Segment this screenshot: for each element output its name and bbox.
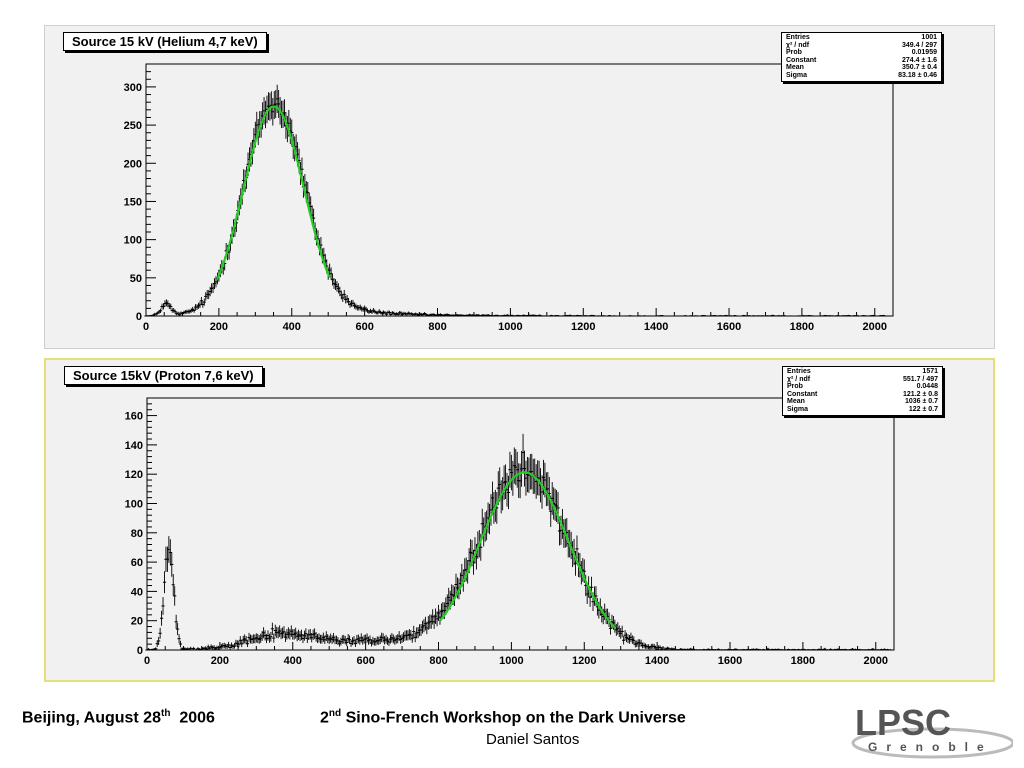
x-tick-label: 2000 [863,321,887,333]
x-tick-label: 1800 [791,655,815,667]
stats-row: Entries 1001 [786,34,937,41]
x-tick-label: 1000 [499,655,523,667]
x-tick-label: 600 [355,321,373,333]
footer-workshop: 2nd Sino-French Workshop on the Dark Uni… [320,708,686,727]
lpsc-logo: LPSC [851,702,1013,759]
x-tick-label: 400 [283,321,301,333]
proton-stats-box: Entries 1571 χ² / ndf 551.7 / 497 Prob 0.04… [782,366,943,416]
x-tick-label: 200 [211,655,229,667]
x-tick-label: 1200 [571,321,595,333]
y-tick-label: 40 [131,586,143,598]
x-axis: 0 200 400 600 800 1000 1200 1400 1600 1800 2000 [143,308,887,333]
y-tick-label: 0 [137,645,143,657]
x-tick-label: 2000 [864,655,888,667]
y-tick-label: 60 [131,557,143,569]
x-tick-label: 600 [356,655,374,667]
footer-author: Daniel Santos [486,731,580,748]
y-tick-label: 0 [136,311,142,323]
y-tick-label: 100 [124,235,142,247]
fit-curve [216,105,331,281]
x-tick-label: 1800 [790,321,814,333]
x-tick-label: 1600 [717,321,741,333]
stats-row: Sigma 122 ± 0.7 [787,405,938,413]
footer-date: Beijing, August 28th 2006 [22,708,215,727]
x-tick-label: 200 [210,321,228,333]
y-tick-label: 200 [124,158,142,170]
y-tick-label: 20 [131,616,143,628]
stats-row: χ² / ndf 349.4 / 297 [786,41,937,49]
y-tick-label: 300 [124,82,142,94]
stats-row: Prob 0.01959 [786,49,937,57]
plot-frame [145,63,894,317]
y-tick-label: 250 [124,120,142,132]
proton-histogram: 0 200 400 600 800 1000 1200 1400 1600 1800 2000 0 20… [125,397,895,667]
helium-stats-box: Entries 1001 χ² / ndf 349.4 / 297 Prob 0.01… [781,32,942,82]
y-tick-label: 80 [131,528,143,540]
y-tick-label: 140 [125,440,143,452]
helium-title: Source 15 kV (Helium 4,7 keV) [63,32,267,51]
x-tick-label: 1200 [572,655,596,667]
x-axis: 0 200 400 600 800 1000 1200 1400 1600 1800 2000 [144,642,888,667]
stats-row: Sigma 83.18 ± 0.46 [786,71,937,79]
stats-row: Constant 274.4 ± 1.6 [786,56,937,64]
plot-frame [146,397,895,651]
x-tick-label: 800 [428,321,446,333]
y-axis: 0 20 40 60 80 100 120 140 160 [125,397,157,657]
x-tick-label: 1000 [498,321,522,333]
proton-panel: 0 200 400 600 800 1000 1200 1400 1600 1800 2000 0 20… [44,358,995,682]
stats-row: Constant 121.2 ± 0.8 [787,390,938,398]
y-tick-label: 50 [130,273,142,285]
x-tick-label: 1600 [718,655,742,667]
fit-curve [439,471,617,629]
stats-row: Prob 0.0448 [787,383,938,391]
helium-histogram: 0 200 400 600 800 1000 1200 1400 1600 1800 2000 0 50… [124,63,894,333]
x-tick-label: 400 [284,655,302,667]
stats-row: Mean 1036 ± 0.7 [787,398,938,406]
logo-subtext: Grenoble [868,740,993,754]
y-tick-label: 100 [125,498,143,510]
proton-title: Source 15kV (Proton 7,6 keV) [64,366,263,385]
x-tick-label: 1400 [644,321,668,333]
x-tick-label: 0 [143,321,149,333]
x-tick-label: 0 [144,655,150,667]
logo-text: LPSC [855,702,951,743]
y-tick-label: 120 [125,469,143,481]
x-tick-label: 1400 [645,655,669,667]
stats-row: χ² / ndf 551.7 / 497 [787,375,938,383]
y-tick-label: 150 [124,196,142,208]
x-tick-label: 800 [429,655,447,667]
y-tick-label: 160 [125,411,143,423]
stats-row: Mean 350.7 ± 0.4 [786,64,937,72]
helium-panel: 0 200 400 600 800 1000 1200 1400 1600 1800 2000 0 50… [44,25,995,349]
y-axis: 0 50 100 150 200 250 300 [124,63,156,323]
stats-row: Entries 1571 [787,368,938,375]
